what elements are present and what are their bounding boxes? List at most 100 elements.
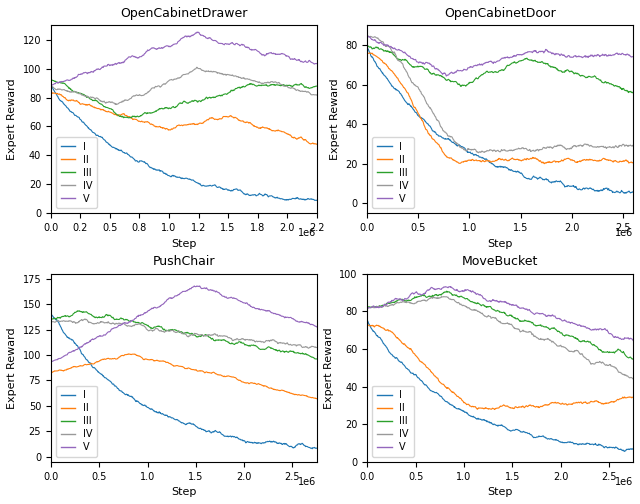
II — [47, 90, 55, 96]
III — [364, 42, 371, 48]
II — [411, 104, 419, 110]
III — [204, 95, 212, 101]
II — [366, 50, 374, 56]
I — [247, 192, 255, 198]
V — [432, 286, 440, 292]
II — [564, 401, 572, 407]
III — [520, 318, 528, 324]
Title: OpenCabinetDrawer: OpenCabinetDrawer — [120, 7, 248, 20]
IV — [168, 77, 175, 83]
II — [484, 406, 492, 412]
V — [442, 73, 450, 79]
V — [47, 359, 54, 365]
I — [225, 434, 232, 440]
III — [484, 69, 492, 75]
III — [204, 333, 212, 339]
Line: I: I — [51, 313, 317, 449]
I — [541, 434, 548, 440]
I — [312, 198, 319, 204]
Line: V: V — [367, 36, 633, 76]
II — [364, 322, 371, 328]
Line: IV: IV — [367, 296, 633, 379]
Line: II: II — [367, 53, 633, 164]
IV — [205, 68, 212, 74]
III — [168, 105, 175, 111]
II — [540, 161, 548, 167]
Line: V: V — [367, 287, 633, 340]
IV — [629, 142, 637, 148]
II — [248, 380, 255, 386]
II — [225, 373, 232, 379]
III — [76, 308, 84, 314]
IV — [313, 92, 321, 98]
V — [364, 304, 371, 310]
III — [125, 115, 132, 121]
I — [364, 45, 371, 51]
V — [193, 29, 201, 35]
I — [167, 415, 175, 421]
V — [410, 290, 418, 296]
I — [629, 446, 637, 452]
II — [116, 112, 124, 118]
V — [225, 41, 232, 47]
IV — [484, 148, 492, 154]
I — [564, 183, 572, 189]
Legend: I, II, III, IV, V: I, II, III, IV, V — [56, 137, 97, 208]
Line: I: I — [51, 85, 317, 201]
I — [94, 369, 102, 375]
Line: V: V — [51, 32, 317, 86]
II — [364, 50, 371, 56]
III — [484, 303, 492, 309]
IV — [47, 84, 54, 90]
IV — [520, 328, 528, 334]
I — [520, 173, 528, 179]
III — [541, 324, 549, 330]
V — [313, 324, 321, 330]
IV — [193, 64, 201, 70]
V — [541, 48, 549, 54]
IV — [47, 319, 54, 325]
II — [168, 361, 175, 367]
III — [313, 83, 321, 89]
III — [115, 113, 123, 119]
IV — [313, 344, 321, 350]
I — [225, 187, 232, 193]
Y-axis label: Expert Reward: Expert Reward — [330, 79, 340, 160]
III — [47, 317, 54, 323]
I — [94, 132, 102, 138]
IV — [410, 301, 418, 307]
III — [520, 56, 528, 62]
V — [629, 54, 637, 60]
IV — [564, 347, 572, 353]
IV — [521, 146, 529, 152]
I — [620, 449, 628, 455]
III — [629, 89, 637, 95]
II — [225, 114, 232, 120]
IV — [248, 78, 256, 84]
Text: 1e6: 1e6 — [298, 228, 317, 238]
Line: IV: IV — [367, 36, 633, 153]
I — [313, 198, 321, 204]
Legend: I, II, III, IV, V: I, II, III, IV, V — [56, 386, 97, 457]
V — [193, 283, 201, 289]
III — [95, 314, 102, 321]
II — [520, 156, 528, 162]
IV — [564, 146, 572, 152]
V — [364, 33, 371, 39]
III — [628, 90, 636, 96]
III — [564, 332, 572, 338]
X-axis label: Step: Step — [488, 238, 513, 248]
IV — [225, 335, 232, 341]
V — [484, 59, 492, 65]
II — [629, 159, 637, 165]
IV — [204, 332, 212, 338]
IV — [411, 82, 419, 88]
III — [443, 288, 451, 294]
I — [621, 190, 628, 196]
X-axis label: Step: Step — [171, 487, 196, 497]
I — [247, 439, 255, 446]
IV — [168, 328, 175, 334]
II — [94, 359, 102, 365]
I — [564, 439, 572, 445]
IV — [484, 313, 492, 319]
